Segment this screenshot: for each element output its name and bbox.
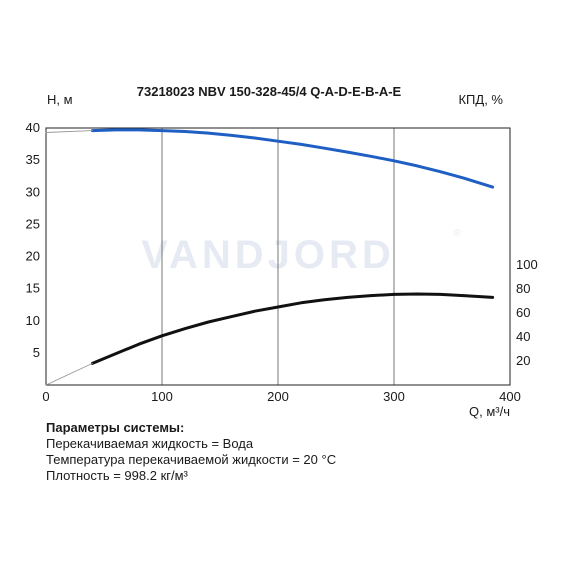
x-tick-label: 100 [151, 389, 173, 404]
watermark-registered-mark: ® [453, 228, 461, 239]
y-left-tick-label: 20 [26, 249, 40, 264]
y-left-tick-label: 30 [26, 184, 40, 199]
params-density: Плотность = 998.2 кг/м³ [46, 468, 188, 483]
y-left-axis-label: H, м [47, 92, 73, 107]
series-extension-line [45, 130, 93, 133]
series-layer [45, 128, 495, 386]
y-right-tick-label: 40 [516, 329, 530, 344]
system-parameters: Параметры системы: Перекачиваемая жидкос… [46, 420, 336, 484]
x-tick-label: 400 [499, 389, 521, 404]
y-left-tick-label: 10 [26, 313, 40, 328]
watermark-text: VANDJORD [141, 233, 395, 277]
y-left-tick-label: 35 [26, 152, 40, 167]
x-tick-label: 0 [42, 389, 49, 404]
y-right-axis-label: КПД, % [458, 92, 503, 107]
y-right-tick-label: 100 [516, 257, 538, 272]
params-liquid: Перекачиваемая жидкость = Вода [46, 436, 254, 451]
y-left-tick-label: 25 [26, 216, 40, 231]
plot-frame [45, 127, 511, 386]
x-tick-label: 200 [267, 389, 289, 404]
grid-layer [161, 128, 395, 385]
y-left-tick-label: 5 [33, 345, 40, 360]
y-right-tick-label: 80 [516, 281, 530, 296]
y-right-tick-label: 60 [516, 305, 530, 320]
chart-title: 73218023 NBV 150-328-45/4 Q-A-D-E-B-A-E [137, 84, 402, 99]
y-right-tick-label: 20 [516, 353, 530, 368]
x-tick-label: 300 [383, 389, 405, 404]
series-extension-line [45, 362, 93, 386]
y-left-tick-label: 40 [26, 120, 40, 135]
watermark-layer: VANDJORD ® [141, 228, 461, 277]
x-axis-label: Q, м³/ч [469, 404, 510, 419]
params-heading: Параметры системы: [46, 420, 185, 435]
series-line-head [90, 128, 495, 189]
y-left-tick-label: 15 [26, 281, 40, 296]
series-line-efficiency [90, 292, 495, 365]
axis-text-layer: 0 100 200 300 400 5 10 15 20 25 30 35 40 20 40 60 80 100 7… [26, 84, 538, 419]
params-temperature: Температура перекачиваемой жидкости = 20… [46, 452, 337, 467]
